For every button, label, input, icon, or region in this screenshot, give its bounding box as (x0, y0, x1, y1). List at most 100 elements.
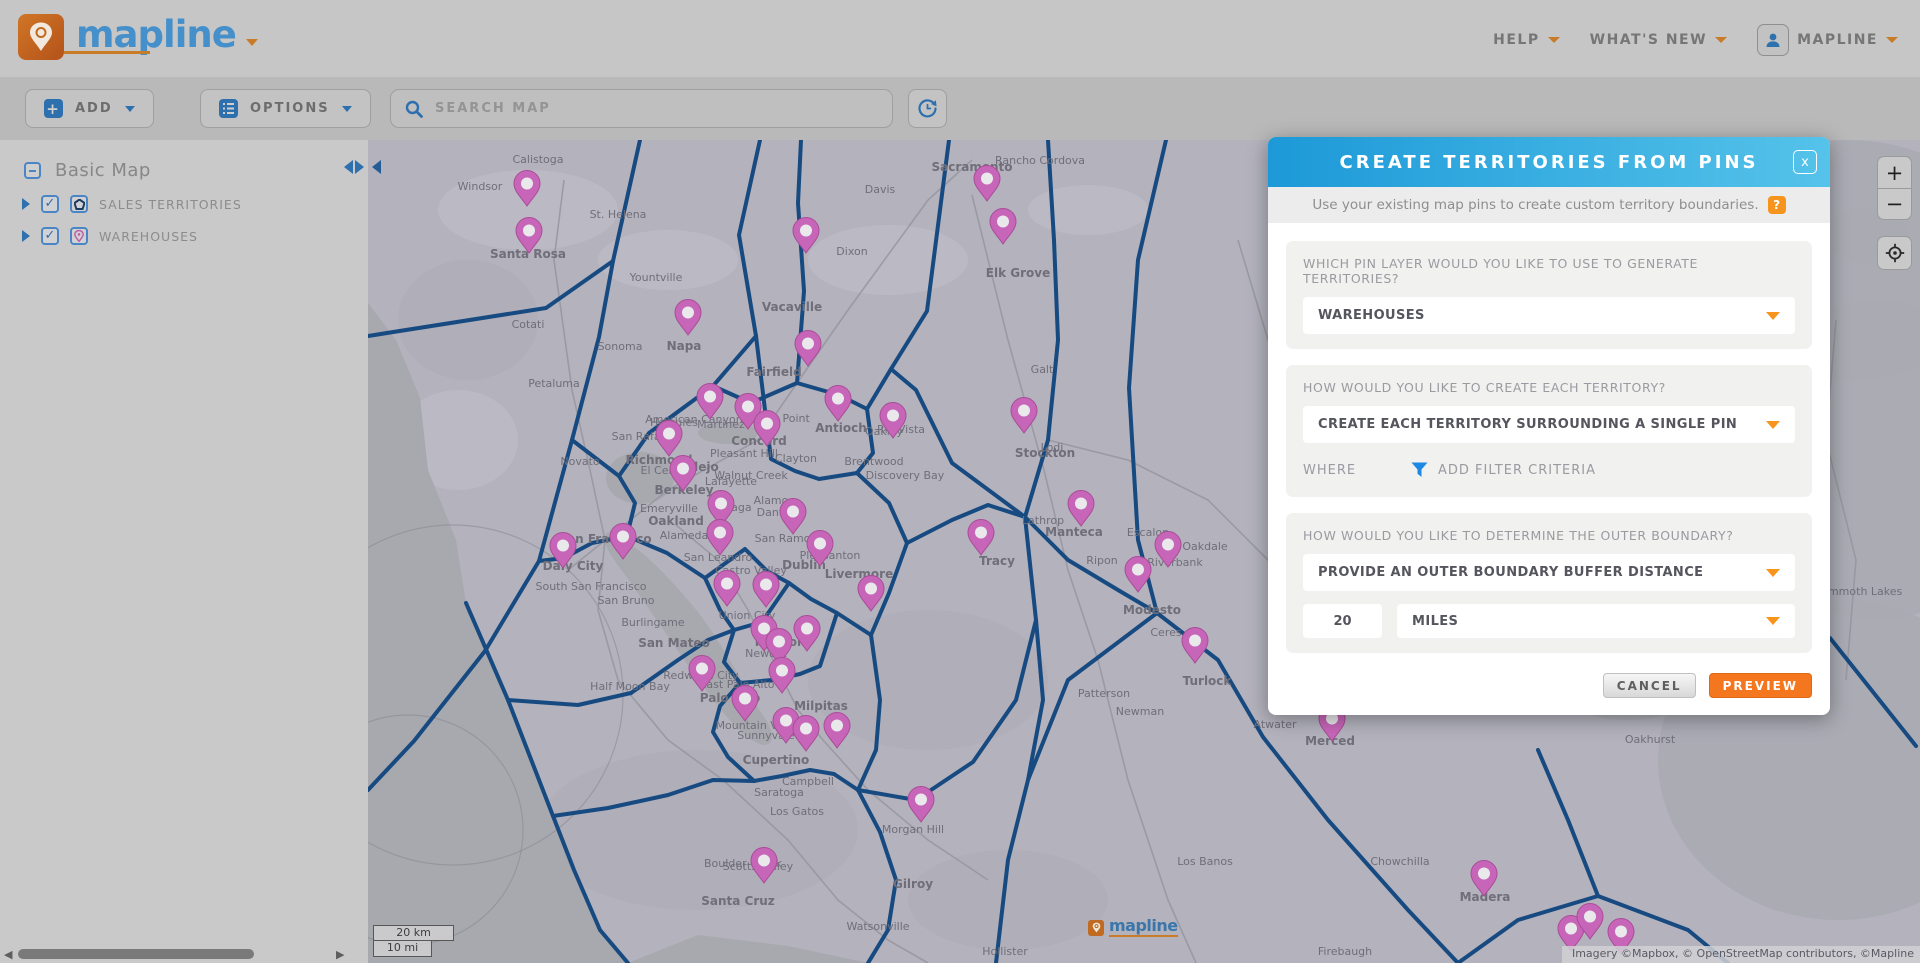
map-pin[interactable] (753, 409, 781, 447)
map-pin[interactable] (1124, 555, 1152, 593)
territory-method-select[interactable]: CREATE EACH TERRITORY SURROUNDING A SING… (1303, 406, 1795, 443)
road-line (553, 179, 606, 541)
map-pin[interactable] (793, 614, 821, 652)
map-pin[interactable] (1607, 917, 1635, 955)
search-input[interactable] (435, 101, 878, 116)
locate-button[interactable] (1877, 236, 1912, 270)
zoom-in-button[interactable]: + (1885, 160, 1904, 185)
nav-help[interactable]: HELP (1493, 32, 1560, 48)
city-label: Tracy (979, 554, 1015, 568)
sidebar-item-sales-territories[interactable]: ✓ SALES TERRITORIES (0, 181, 368, 213)
map-pin[interactable] (515, 216, 543, 254)
basic-map-row[interactable]: Basic Map (0, 140, 368, 181)
help-icon[interactable]: ? (1767, 196, 1786, 214)
chevron-down-icon (1715, 37, 1728, 43)
map-pin[interactable] (973, 164, 1001, 202)
sidebar-item-warehouses[interactable]: ✓ WAREHOUSES (0, 213, 368, 245)
map-pin[interactable] (696, 382, 724, 420)
map-pin[interactable] (824, 384, 852, 422)
map-pin[interactable] (794, 329, 822, 367)
map-pin[interactable] (1470, 859, 1498, 897)
territory-boundary-line (506, 691, 633, 707)
sidebar-resize-control[interactable] (344, 160, 364, 174)
map-pin[interactable] (1154, 530, 1182, 568)
city-label: Modesto (1123, 603, 1181, 617)
nav-account[interactable]: MAPLINE (1757, 24, 1898, 56)
scroll-left-icon[interactable]: ◀ (4, 948, 13, 961)
city-label: Patterson (1078, 687, 1130, 700)
map-pin[interactable] (1181, 626, 1209, 664)
map-pin[interactable] (1576, 902, 1604, 940)
map-pin[interactable] (655, 419, 683, 457)
scroll-right-icon[interactable]: ▶ (336, 948, 345, 961)
monterey-bay (628, 935, 868, 963)
layer-checkbox[interactable]: ✓ (41, 195, 59, 213)
map-pin[interactable] (731, 684, 759, 722)
map-pin[interactable] (806, 529, 834, 567)
map-pin[interactable] (772, 706, 800, 744)
map-pin[interactable] (768, 656, 796, 694)
map-pin[interactable] (765, 627, 793, 665)
distance-unit-select[interactable]: MILES (1397, 604, 1795, 638)
map-pin[interactable] (609, 522, 637, 560)
add-filter-criteria-link[interactable]: ADD FILTER CRITERIA (1411, 462, 1596, 478)
map-pin[interactable] (779, 497, 807, 535)
options-button[interactable]: OPTIONS (200, 89, 371, 128)
territory-boundary-line (551, 778, 756, 818)
city-label: Livermore (825, 567, 893, 581)
map-pin[interactable] (706, 518, 734, 556)
map-pin[interactable] (1557, 914, 1585, 952)
map-pin[interactable] (688, 654, 716, 692)
expand-arrow-icon[interactable] (22, 198, 30, 210)
map-pin[interactable] (674, 298, 702, 336)
map-pin[interactable] (823, 711, 851, 749)
suisun-bay (698, 422, 758, 444)
mapline-logo[interactable]: mapline (18, 14, 258, 60)
map-pin[interactable] (713, 569, 741, 607)
collapse-minus-icon[interactable] (24, 162, 41, 179)
map-pin[interactable] (1010, 396, 1038, 434)
map-pin[interactable] (967, 518, 995, 556)
close-icon[interactable]: x (1793, 150, 1817, 174)
map-pin[interactable] (857, 574, 885, 612)
dialog-header: CREATE TERRITORIES FROM PINS x (1268, 137, 1830, 187)
search-map-box[interactable] (390, 89, 893, 128)
dialog-title: CREATE TERRITORIES FROM PINS (1339, 151, 1759, 173)
preview-button[interactable]: PREVIEW (1708, 673, 1812, 698)
map-pin[interactable] (750, 846, 778, 884)
city-label: Santa Cruz (701, 894, 775, 908)
map-pin[interactable] (707, 489, 735, 527)
terrain-patch (398, 390, 518, 490)
chevron-down-icon (1547, 37, 1560, 43)
nav-whats-new[interactable]: WHAT'S NEW (1589, 32, 1728, 48)
nav-whats-new-label: WHAT'S NEW (1589, 32, 1708, 48)
brand-caret-icon[interactable] (245, 38, 258, 46)
sidebar-collapse-control[interactable] (372, 160, 381, 174)
outer-boundary-select[interactable]: PROVIDE AN OUTER BOUNDARY BUFFER DISTANC… (1303, 554, 1795, 591)
layer-checkbox[interactable]: ✓ (41, 227, 59, 245)
territory-layer-icon (70, 195, 88, 213)
expand-arrow-icon[interactable] (22, 230, 30, 242)
cancel-button[interactable]: CANCEL (1602, 673, 1696, 698)
scrollbar-thumb[interactable] (18, 949, 254, 959)
map-pin[interactable] (907, 785, 935, 823)
city-label: Walnut Creek (714, 469, 788, 482)
map-pin[interactable] (989, 207, 1017, 245)
map-pin[interactable] (792, 714, 820, 752)
map-pin[interactable] (549, 531, 577, 569)
pin-layer-select[interactable]: WAREHOUSES (1303, 297, 1795, 334)
territory-boundary-line (1536, 748, 1600, 898)
city-label: Napa (667, 339, 702, 353)
city-label: Gilroy (893, 877, 933, 891)
map-pin[interactable] (1067, 489, 1095, 527)
history-refresh-button[interactable] (908, 89, 947, 128)
map-pin[interactable] (879, 401, 907, 439)
map-pin[interactable] (669, 454, 697, 492)
map-pin[interactable] (513, 169, 541, 207)
buffer-distance-input[interactable] (1303, 604, 1382, 638)
zoom-out-button[interactable]: − (1878, 188, 1911, 219)
add-button[interactable]: + ADD (25, 89, 154, 128)
map-pin[interactable] (792, 216, 820, 254)
sidebar-horizontal-scrollbar[interactable]: ◀ ▶ (0, 947, 368, 961)
map-pin[interactable] (752, 570, 780, 608)
